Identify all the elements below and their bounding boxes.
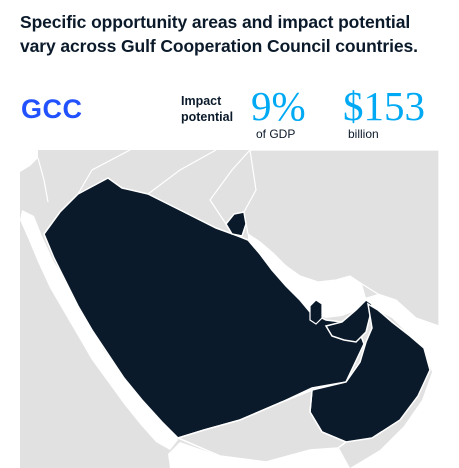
saudi-arabia — [43, 177, 365, 439]
impact-label-line2: potential — [181, 110, 234, 124]
region-label: GCC — [21, 94, 83, 124]
arabian-sea — [350, 294, 439, 468]
top-left-water — [20, 150, 38, 172]
billion-value: $153 — [343, 83, 425, 129]
sinai-border — [37, 157, 49, 203]
persian-gulf — [248, 234, 366, 318]
bahrain — [300, 316, 305, 323]
oman — [309, 302, 431, 443]
yemen — [175, 388, 348, 463]
northern-borders — [77, 150, 251, 225]
gcc-map — [20, 150, 439, 468]
billion-caption: billion — [348, 127, 379, 141]
gdp-percent-value: 9% — [251, 83, 306, 129]
red-sea — [20, 210, 178, 450]
headline: Specific opportunity areas and impact po… — [20, 12, 418, 56]
impact-potential-label: Impact potential — [181, 93, 233, 125]
gulf-of-aden — [168, 442, 350, 468]
gdp-percent-caption: of GDP — [256, 127, 296, 141]
iran — [243, 150, 439, 327]
impact-label-line1: Impact — [181, 94, 222, 108]
qatar — [309, 299, 323, 325]
